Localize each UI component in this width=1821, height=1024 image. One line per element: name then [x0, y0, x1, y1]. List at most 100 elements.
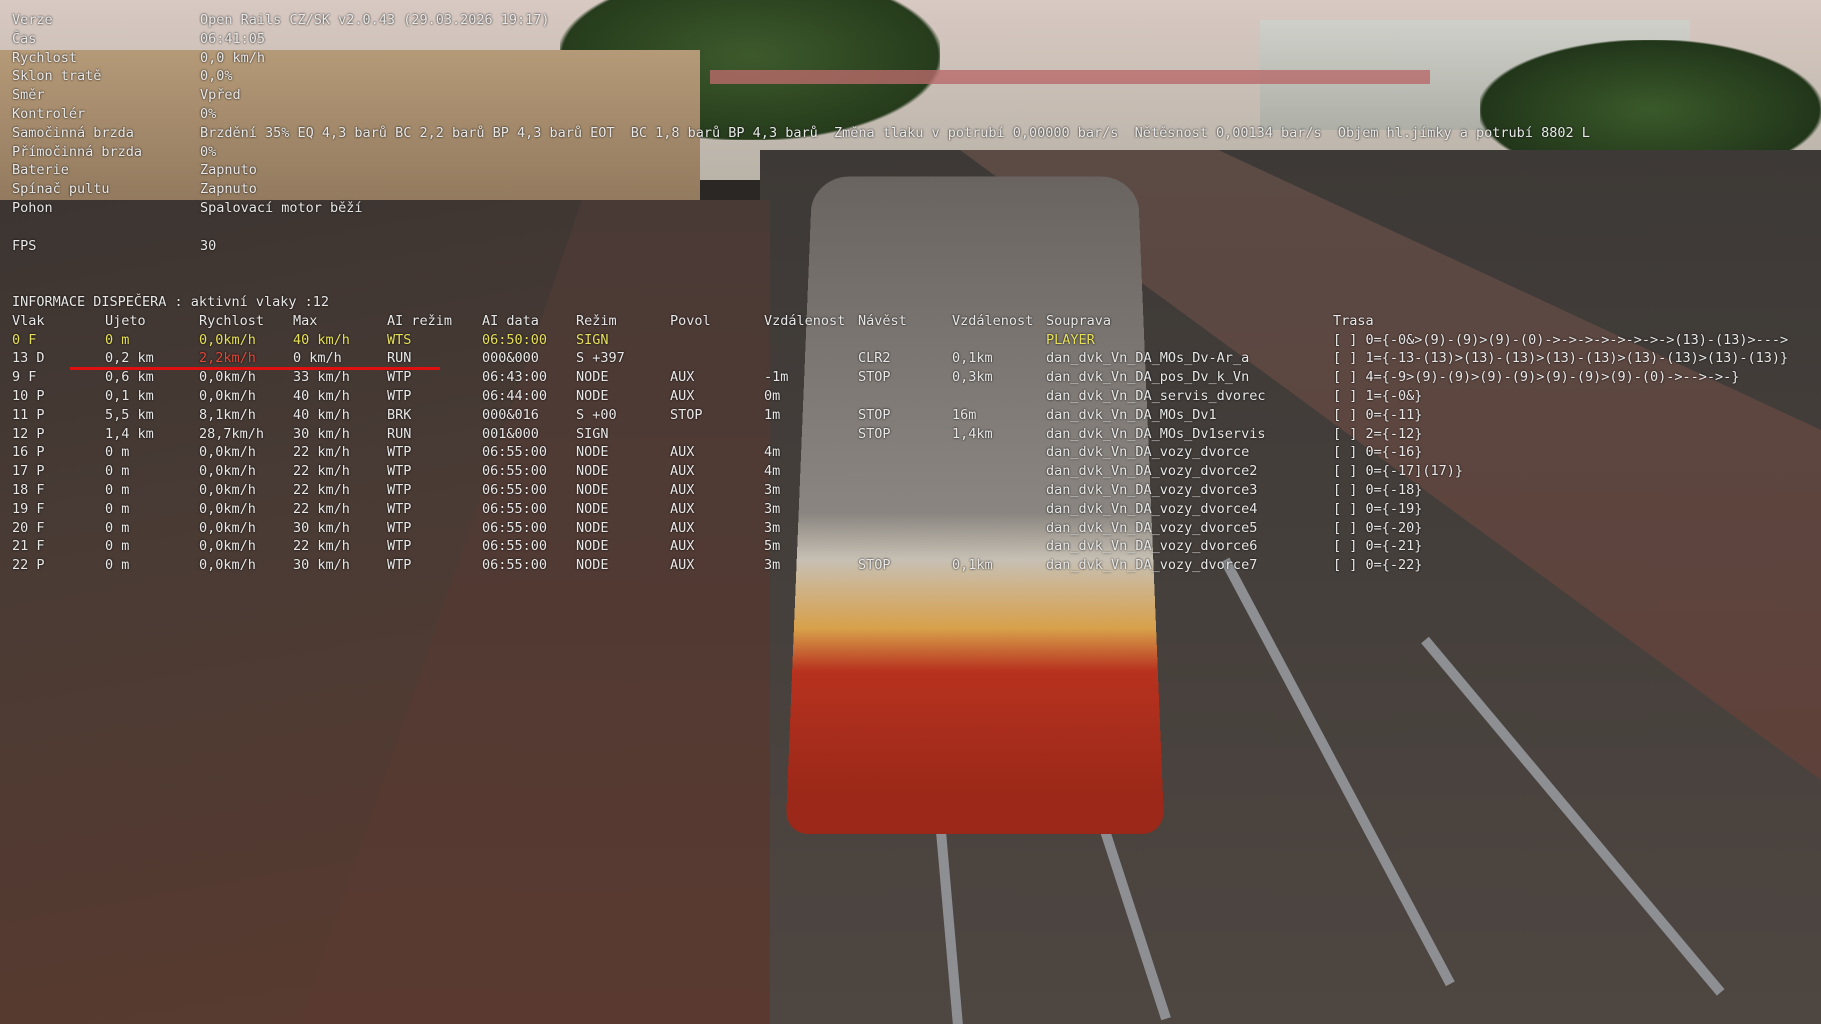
- table-cell: NODE: [576, 538, 609, 555]
- table-cell: 0 m: [105, 482, 130, 498]
- table-cell: 0,0km/h: [199, 557, 256, 574]
- table-cell: 1,4 km: [105, 425, 154, 442]
- table-cell: 21 F: [12, 538, 45, 555]
- table-cell: AUX: [670, 444, 695, 461]
- column-header: Vzdálenost: [764, 312, 846, 329]
- dispatcher-title: INFORMACE DISPEČERA : aktivní vlaky :12: [12, 294, 329, 310]
- table-cell: NODE: [576, 500, 609, 517]
- table-cell: 20 F: [12, 519, 45, 536]
- info-label: Čas: [12, 30, 37, 47]
- table-cell: STOP: [858, 557, 891, 574]
- table-cell: 4m: [764, 463, 781, 480]
- table-cell: 5,5 km: [105, 406, 154, 423]
- table-cell: 9 F: [12, 369, 37, 386]
- table-cell: 0m: [764, 388, 781, 404]
- table-cell: AUX: [670, 463, 695, 480]
- table-cell: dan_dvk_Vn_DA_vozy_dvorce4: [1046, 500, 1258, 517]
- table-cell: [ ] 1={-13-(13)>(13)-(13)>(13)-(13)>(13)…: [1333, 350, 1789, 367]
- table-cell: WTP: [387, 482, 412, 498]
- column-header: Vzdálenost: [952, 312, 1034, 329]
- table-cell: 0 m: [105, 557, 130, 574]
- table-cell: NODE: [576, 519, 609, 536]
- table-cell: 17 P: [12, 463, 45, 480]
- table-cell: NODE: [576, 444, 609, 461]
- table-cell: 000&000: [482, 350, 539, 367]
- table-cell: 2,2km/h: [199, 350, 256, 367]
- table-cell: [ ] 2={-12}: [1333, 425, 1423, 442]
- table-cell: WTP: [387, 557, 412, 574]
- table-cell: 12 P: [12, 425, 45, 442]
- table-cell: 22 P: [12, 557, 45, 574]
- table-cell: 13 D: [12, 350, 45, 367]
- info-value: 0%: [200, 143, 217, 160]
- table-cell: 10 P: [12, 388, 45, 404]
- table-cell: 0,0km/h: [199, 482, 256, 498]
- table-cell: 000&016: [482, 406, 539, 423]
- info-label: Směr: [12, 87, 45, 104]
- column-header: Režim: [576, 312, 617, 329]
- table-cell: 40 km/h: [293, 406, 350, 423]
- table-cell: 4m: [764, 444, 781, 461]
- table-cell: AUX: [670, 369, 695, 386]
- info-value: Open Rails CZ/SK v2.0.43 (29.03.2026 19:…: [200, 12, 550, 28]
- table-cell: 0 km/h: [293, 350, 342, 367]
- table-cell: 1,4km: [952, 425, 993, 442]
- table-cell: dan_dvk_Vn_DA_vozy_dvorce: [1046, 444, 1250, 461]
- table-cell: AUX: [670, 500, 695, 517]
- table-cell: 11 P: [12, 406, 45, 423]
- table-cell: [ ] 0={-20}: [1333, 519, 1423, 536]
- table-cell: 8,1km/h: [199, 406, 256, 423]
- table-cell: WTP: [387, 463, 412, 480]
- table-cell: dan_dvk_Vn_DA_vozy_dvorce6: [1046, 538, 1258, 555]
- table-cell: [ ] 0={-21}: [1333, 538, 1423, 555]
- table-cell: WTP: [387, 538, 412, 555]
- info-value: 06:41:05: [200, 30, 266, 47]
- column-header: AI data: [482, 312, 539, 329]
- table-cell: dan_dvk_Vn_DA_vozy_dvorce3: [1046, 482, 1258, 498]
- table-cell: 30 km/h: [293, 519, 350, 536]
- table-cell: dan_dvk_Vn_DA_vozy_dvorce2: [1046, 463, 1258, 480]
- table-cell: 0 m: [105, 331, 130, 348]
- table-cell: [ ] 0={-22}: [1333, 557, 1423, 574]
- table-cell: [ ] 0={-19}: [1333, 500, 1423, 517]
- table-cell: 06:50:00: [482, 331, 548, 348]
- info-value: 30: [200, 237, 217, 254]
- table-cell: 30 km/h: [293, 557, 350, 574]
- table-cell: WTS: [387, 331, 412, 348]
- table-cell: 06:55:00: [482, 482, 548, 498]
- table-cell: [ ] 0={-18}: [1333, 482, 1423, 498]
- table-cell: 3m: [764, 557, 781, 574]
- table-cell: AUX: [670, 557, 695, 574]
- table-cell: [ ] 4={-9>(9)-(9)>(9)-(9)>(9)-(9)>(9)-(0…: [1333, 369, 1740, 386]
- info-value: Vpřed: [200, 87, 241, 104]
- table-cell: NODE: [576, 463, 609, 480]
- table-cell: 0 m: [105, 519, 130, 536]
- info-value: Zapnuto: [200, 162, 257, 179]
- table-cell: 0,1 km: [105, 388, 154, 404]
- table-cell: 0,2 km: [105, 350, 154, 367]
- table-cell: 1m: [764, 406, 781, 423]
- info-value: 0,0 km/h: [200, 49, 266, 66]
- table-cell: AUX: [670, 482, 695, 498]
- table-cell: [ ] 0={-17](17)}: [1333, 463, 1464, 480]
- table-cell: RUN: [387, 425, 412, 442]
- table-cell: 0,0km/h: [199, 519, 256, 536]
- table-cell: 3m: [764, 482, 781, 498]
- table-cell: 0 m: [105, 463, 130, 480]
- table-cell: [ ] 0={-11}: [1333, 406, 1423, 423]
- table-cell: NODE: [576, 482, 609, 498]
- table-cell: 0,1km: [952, 350, 993, 367]
- table-cell: STOP: [858, 425, 891, 442]
- info-label: Pohon: [12, 200, 53, 216]
- table-cell: STOP: [858, 406, 891, 423]
- table-cell: AUX: [670, 388, 695, 404]
- info-value: 0%: [200, 106, 217, 122]
- column-header: Návěst: [858, 312, 907, 329]
- table-cell: NODE: [576, 388, 609, 404]
- table-cell: 06:44:00: [482, 388, 548, 404]
- table-cell: [ ] 0={-0&>(9)-(9)>(9)-(0)->->->->->->->…: [1333, 331, 1789, 348]
- table-cell: 40 km/h: [293, 331, 350, 348]
- table-cell: 22 km/h: [293, 538, 350, 555]
- table-cell: AUX: [670, 538, 695, 555]
